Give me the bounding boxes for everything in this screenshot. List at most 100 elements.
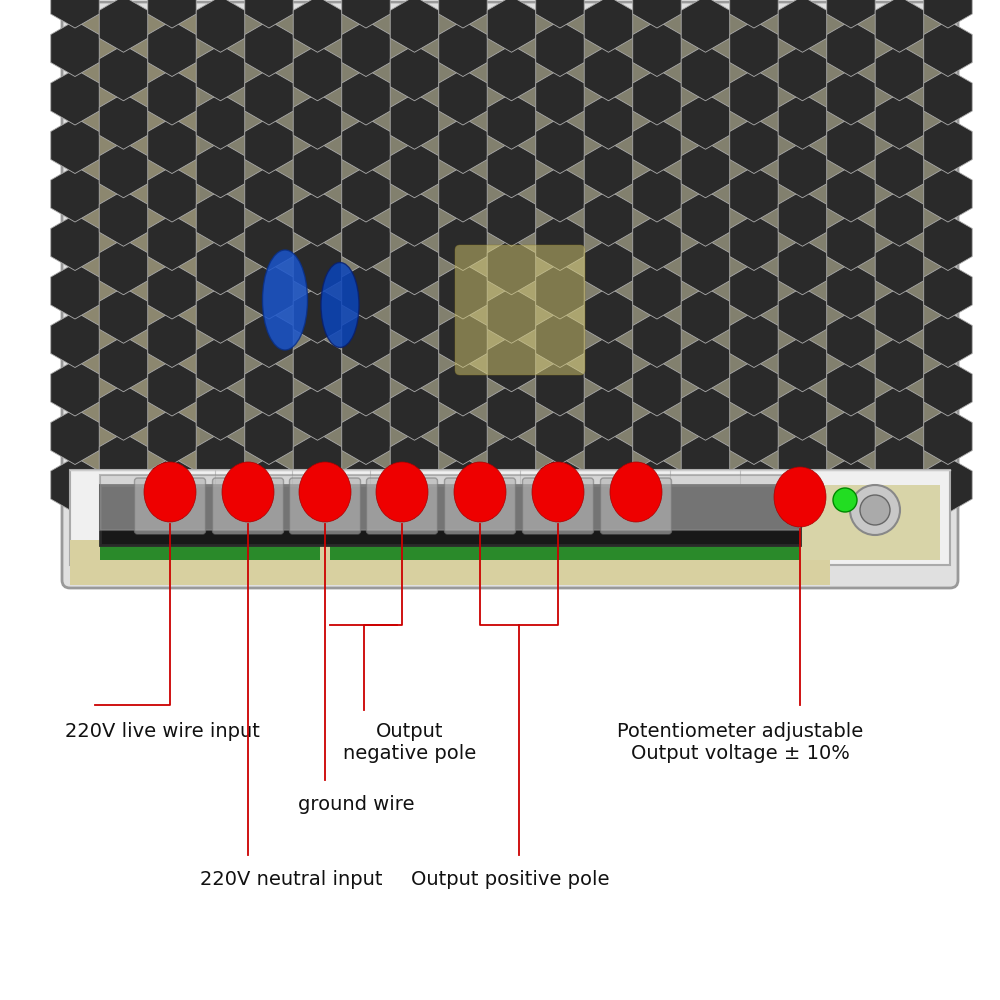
Polygon shape	[51, 360, 99, 416]
Polygon shape	[681, 190, 730, 246]
Polygon shape	[293, 45, 342, 101]
Polygon shape	[196, 45, 245, 101]
Polygon shape	[293, 142, 342, 198]
Text: Output positive pole: Output positive pole	[411, 870, 609, 889]
Polygon shape	[293, 239, 342, 295]
Polygon shape	[293, 190, 342, 246]
FancyBboxPatch shape	[455, 245, 585, 375]
FancyBboxPatch shape	[290, 478, 360, 534]
Polygon shape	[245, 0, 293, 28]
Polygon shape	[390, 239, 439, 295]
Polygon shape	[390, 190, 439, 246]
Polygon shape	[342, 457, 390, 513]
Text: +V
ADJ: +V ADJ	[701, 539, 719, 561]
FancyBboxPatch shape	[444, 478, 516, 534]
Polygon shape	[99, 142, 148, 198]
Polygon shape	[245, 457, 293, 513]
Text: LRS-100-12: LRS-100-12	[225, 498, 350, 518]
Polygon shape	[778, 93, 827, 149]
Polygon shape	[99, 93, 148, 149]
Polygon shape	[148, 312, 196, 368]
Text: CE: CE	[603, 499, 647, 526]
Text: PHLTD: PHLTD	[105, 502, 159, 518]
Polygon shape	[778, 336, 827, 392]
Polygon shape	[778, 0, 827, 52]
Polygon shape	[536, 118, 584, 174]
Ellipse shape	[376, 462, 428, 522]
Polygon shape	[875, 287, 924, 343]
Polygon shape	[730, 409, 778, 465]
Polygon shape	[536, 409, 584, 465]
Text: 5: 5	[477, 498, 483, 508]
Bar	[100, 475, 800, 530]
Polygon shape	[99, 190, 148, 246]
Bar	[70, 10, 950, 490]
Polygon shape	[293, 433, 342, 489]
Polygon shape	[148, 0, 196, 28]
Polygon shape	[245, 215, 293, 271]
Text: ⊥: ⊥	[324, 547, 336, 561]
Polygon shape	[196, 433, 245, 489]
Polygon shape	[342, 215, 390, 271]
Polygon shape	[875, 433, 924, 489]
Ellipse shape	[774, 467, 826, 527]
Text: ◑+: ◑+	[738, 545, 755, 555]
Polygon shape	[487, 336, 536, 392]
Polygon shape	[196, 384, 245, 440]
Text: 220V neutral input: 220V neutral input	[200, 870, 382, 889]
Polygon shape	[924, 118, 972, 174]
Polygon shape	[875, 142, 924, 198]
FancyBboxPatch shape	[134, 478, 206, 534]
Polygon shape	[924, 457, 972, 513]
Polygon shape	[633, 457, 681, 513]
Polygon shape	[924, 166, 972, 222]
Circle shape	[833, 488, 857, 512]
Polygon shape	[196, 239, 245, 295]
Polygon shape	[148, 21, 196, 77]
Polygon shape	[924, 21, 972, 77]
Polygon shape	[730, 457, 778, 513]
Polygon shape	[633, 360, 681, 416]
Polygon shape	[681, 384, 730, 440]
Polygon shape	[730, 312, 778, 368]
Polygon shape	[293, 287, 342, 343]
Polygon shape	[584, 384, 633, 440]
Polygon shape	[827, 409, 875, 465]
Polygon shape	[342, 409, 390, 465]
FancyBboxPatch shape	[62, 2, 958, 588]
Polygon shape	[778, 45, 827, 101]
Polygon shape	[536, 263, 584, 319]
Polygon shape	[293, 336, 342, 392]
Bar	[200, 10, 950, 490]
Polygon shape	[730, 118, 778, 174]
Polygon shape	[99, 384, 148, 440]
Polygon shape	[390, 287, 439, 343]
Polygon shape	[924, 360, 972, 416]
Polygon shape	[51, 457, 99, 513]
Polygon shape	[924, 409, 972, 465]
Polygon shape	[487, 0, 536, 52]
Polygon shape	[196, 287, 245, 343]
Polygon shape	[681, 142, 730, 198]
Circle shape	[860, 495, 890, 525]
Polygon shape	[681, 336, 730, 392]
Polygon shape	[390, 0, 439, 52]
Polygon shape	[633, 263, 681, 319]
Bar	[330, 545, 800, 560]
Polygon shape	[633, 166, 681, 222]
Text: 220V live wire input: 220V live wire input	[65, 722, 260, 741]
Polygon shape	[924, 312, 972, 368]
Polygon shape	[342, 69, 390, 125]
Polygon shape	[633, 312, 681, 368]
Polygon shape	[875, 45, 924, 101]
Polygon shape	[51, 0, 99, 28]
Bar	[800, 485, 940, 560]
Polygon shape	[875, 190, 924, 246]
Polygon shape	[439, 166, 487, 222]
Text: 1: 1	[167, 498, 173, 508]
Polygon shape	[245, 69, 293, 125]
Text: 7: 7	[633, 498, 639, 508]
Polygon shape	[487, 45, 536, 101]
Polygon shape	[390, 142, 439, 198]
Polygon shape	[196, 142, 245, 198]
